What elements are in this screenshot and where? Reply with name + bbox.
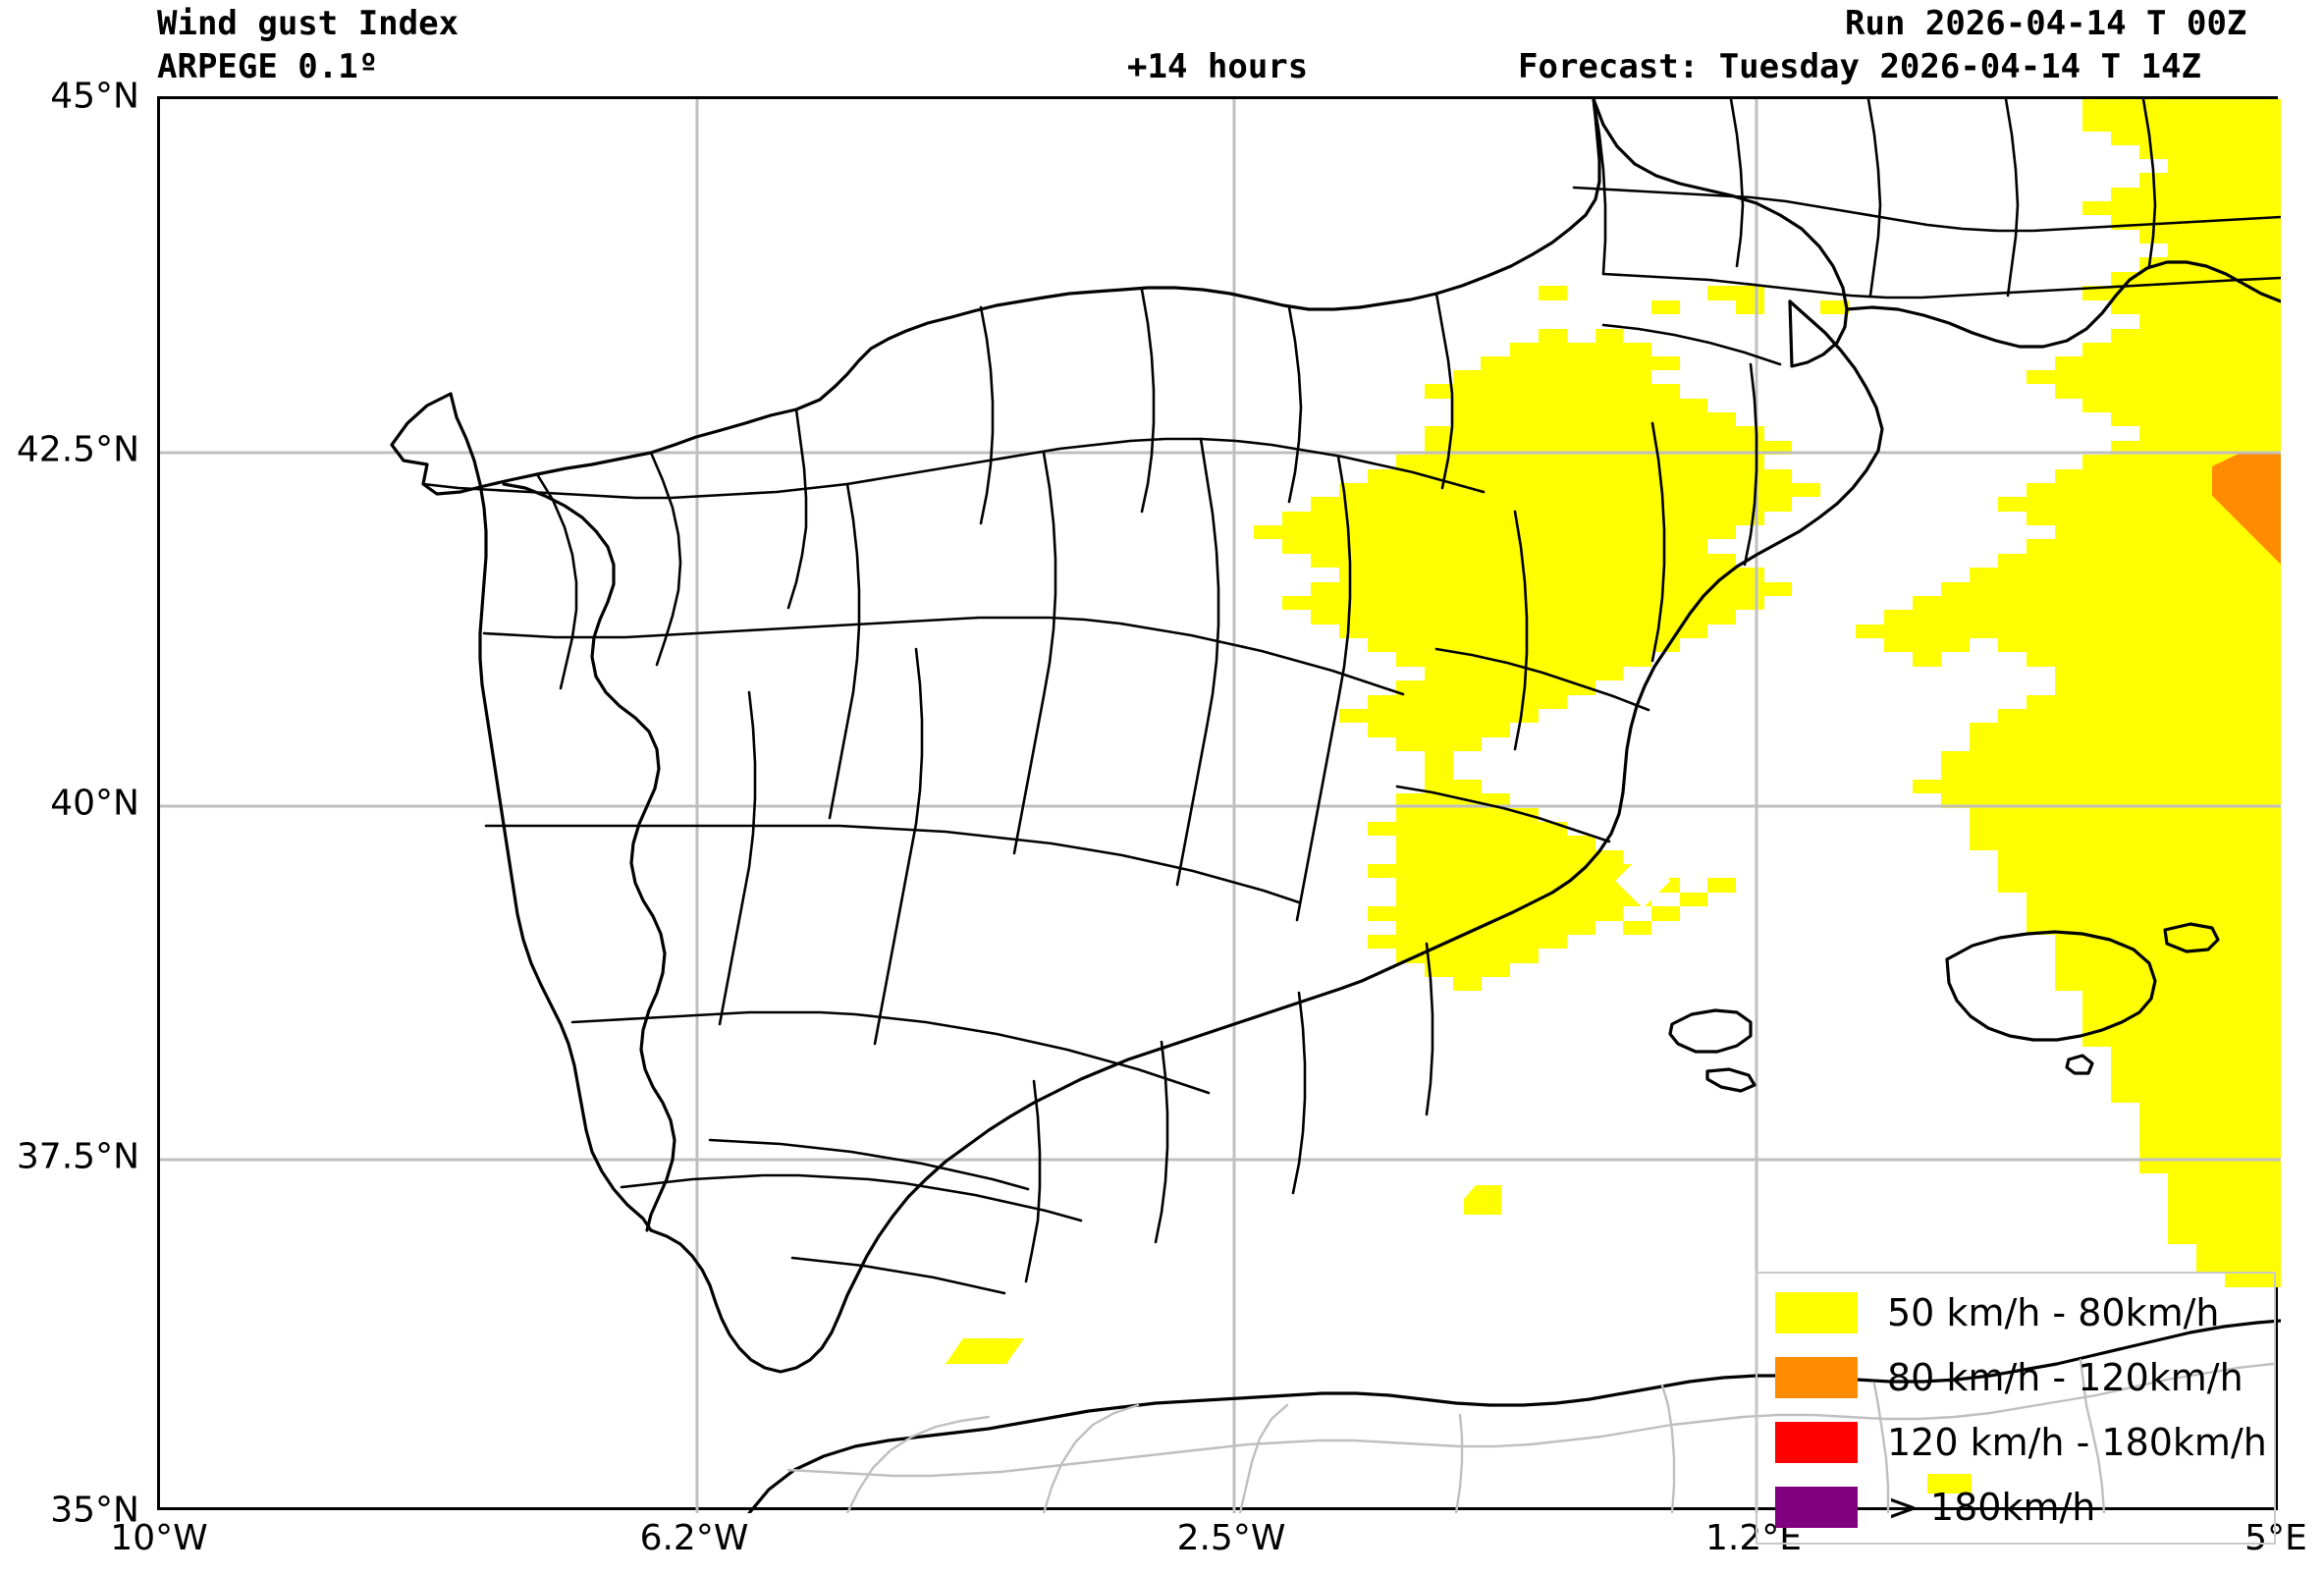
- gust-region-valencia-coast-strip: [1623, 878, 1736, 935]
- x-tick-label-25w: 2.5°W: [1176, 1518, 1286, 1558]
- legend-label-over-180: > 180km/h: [1887, 1486, 2096, 1529]
- map-canvas: [160, 99, 2281, 1513]
- y-tick-label-45n: 45°N: [50, 76, 139, 117]
- model-label: ARPEGE 0.1º: [157, 47, 379, 86]
- x-tick-label-5e: 5°E: [2244, 1518, 2307, 1558]
- gust-region-gulf-of-lion: [1856, 99, 2281, 1287]
- legend-item-50-80[interactable]: 50 km/h - 80km/h: [1775, 1287, 2219, 1338]
- gust-region-ebro-valley: [1254, 329, 1820, 765]
- legend-item-120-180[interactable]: 120 km/h - 180km/h: [1775, 1417, 2267, 1468]
- legend-swatch-120-180: [1775, 1422, 1858, 1463]
- map-plot-area[interactable]: 50 km/h - 80km/h 80 km/h - 120km/h 120 k…: [157, 96, 2281, 1545]
- legend-label-120-180: 120 km/h - 180km/h: [1887, 1421, 2267, 1464]
- coastline-north-africa: [747, 1319, 2281, 1513]
- graticule-layer: [160, 99, 2281, 1513]
- legend-item-80-120[interactable]: 80 km/h - 120km/h: [1775, 1352, 2243, 1403]
- spain-province-borders: [421, 288, 1782, 1295]
- coastline-cabrera: [2065, 1054, 2094, 1075]
- legend-label-80-120: 80 km/h - 120km/h: [1887, 1356, 2243, 1399]
- france-department-borders: [1572, 99, 2281, 299]
- coastline-portugal-west: [449, 392, 653, 1232]
- y-tick-label-40n: 40°N: [50, 783, 139, 824]
- y-tick-label-375n: 37.5°N: [16, 1136, 139, 1177]
- gust-region-almeria-cell: [1464, 1185, 1501, 1215]
- y-tick-label-425n: 42.5°N: [16, 429, 139, 470]
- coastline-formentera: [1705, 1067, 1757, 1093]
- border-spain-portugal: [502, 482, 676, 1232]
- gust-band-80-120-layer: [2212, 453, 2281, 565]
- border-spain-france: [1592, 99, 1849, 368]
- coastline-menorca: [2163, 922, 2220, 953]
- gust-hole-ebro-2: [1615, 853, 1670, 908]
- gust-region-algeria-cell: [1927, 1474, 1972, 1494]
- gust-hole-ebro-1: [1607, 755, 1678, 812]
- coastline-spain-mediterranean: [649, 299, 1884, 1374]
- legend-label-50-80: 50 km/h - 80km/h: [1887, 1291, 2220, 1334]
- legend-box: 50 km/h - 80km/h 80 km/h - 120km/h 120 k…: [1756, 1272, 2276, 1545]
- coastline-mallorca: [1945, 930, 2157, 1042]
- gust-region-gulf-of-lion-core: [2212, 453, 2281, 565]
- coastline-france-mediterranean: [1845, 260, 2281, 349]
- legend-swatch-80-120: [1775, 1357, 1858, 1398]
- lead-time-label: +14 hours: [1127, 47, 1309, 86]
- x-tick-label-62w: 6.2°W: [639, 1518, 749, 1558]
- x-tick-label-10w: 10°W: [110, 1518, 208, 1558]
- legend-swatch-over-180: [1775, 1487, 1858, 1528]
- forecast-valid-label: Forecast: Tuesday 2026-04-14 T 14Z: [1518, 47, 2201, 86]
- gust-region-gibraltar-cell: [946, 1338, 1024, 1364]
- legend-swatch-50-80: [1775, 1292, 1858, 1333]
- gust-band-holes-layer: [1607, 755, 1678, 908]
- map-boundaries-layer: [390, 99, 2281, 1513]
- run-timestamp-label: Run 2026-04-14 T 00Z: [1845, 4, 2247, 43]
- page-title: Wind gust Index: [157, 4, 459, 43]
- legend-item-over-180[interactable]: > 180km/h: [1775, 1482, 2095, 1533]
- gust-band-50-80-layer: [946, 99, 2281, 1494]
- coastline-iberia: [390, 99, 1601, 496]
- y-tick-label-35n: 35°N: [50, 1490, 139, 1531]
- coastline-ibiza: [1668, 1008, 1753, 1054]
- gust-region-jaen-cell: [1440, 855, 1474, 885]
- north-africa-admin-borders: [786, 1358, 2275, 1513]
- gust-region-ebro-south-tail: [1368, 765, 1680, 991]
